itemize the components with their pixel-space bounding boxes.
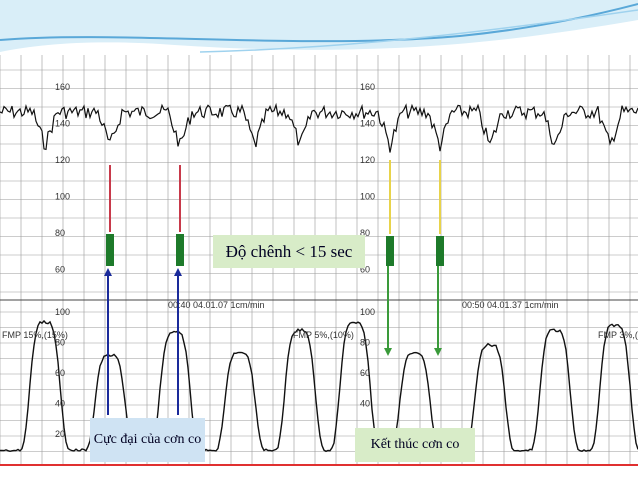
toco-scale-label: 60: [360, 368, 370, 378]
fhr-trace: [0, 102, 638, 153]
toco-trace: [0, 319, 638, 454]
callout-end: Kết thúc cơn co: [355, 428, 475, 462]
fhr-scale-label: 140: [360, 119, 375, 129]
arrow-head: [174, 268, 182, 276]
arrow-head: [104, 268, 112, 276]
fhr-scale-label: 140: [55, 119, 70, 129]
green-bar: [436, 236, 444, 266]
fhr-scale-label: 160: [360, 82, 375, 92]
stamp: 00:40 04.01.07 1cm/min: [168, 300, 265, 310]
fhr-scale-label: 80: [360, 228, 370, 238]
toco-scale-label: 100: [360, 307, 375, 317]
fhr-scale-label: 120: [360, 155, 375, 165]
fhr-scale-label: 60: [55, 265, 65, 275]
toco-scale-label: 40: [360, 399, 370, 409]
fhr-scale-label: 100: [360, 192, 375, 202]
fmp-label: FMP 3%,(8: [598, 330, 638, 340]
callout-difference: Độ chênh < 15 sec: [213, 235, 365, 268]
fhr-scale-label: 60: [360, 265, 370, 275]
green-bar: [176, 234, 184, 266]
toco-scale-label: 60: [55, 368, 65, 378]
fhr-scale-label: 100: [55, 192, 70, 202]
fmp-label: FMP 15%,(15%): [2, 330, 68, 340]
green-bar: [106, 234, 114, 266]
arrow-head: [384, 348, 392, 356]
toco-scale-label: 100: [55, 307, 70, 317]
toco-scale-label: 20: [55, 429, 65, 439]
header-line: [199, 9, 638, 53]
toco-scale-label: 80: [360, 338, 370, 348]
callout-peak: Cực đại của cơn co: [90, 418, 205, 462]
header-swoosh: [0, 0, 638, 52]
toco-scale-label: 40: [55, 399, 65, 409]
stamp: 00:50 04.01.37 1cm/min: [462, 300, 559, 310]
green-bar: [386, 236, 394, 266]
fhr-scale-label: 80: [55, 228, 65, 238]
fhr-scale-label: 160: [55, 82, 70, 92]
arrow-head: [434, 348, 442, 356]
toco-scale-label: 80: [55, 338, 65, 348]
fhr-scale-label: 120: [55, 155, 70, 165]
fmp-label: FMP 5%,(10%): [293, 330, 354, 340]
grid: [0, 55, 638, 465]
arrows: [104, 160, 444, 415]
